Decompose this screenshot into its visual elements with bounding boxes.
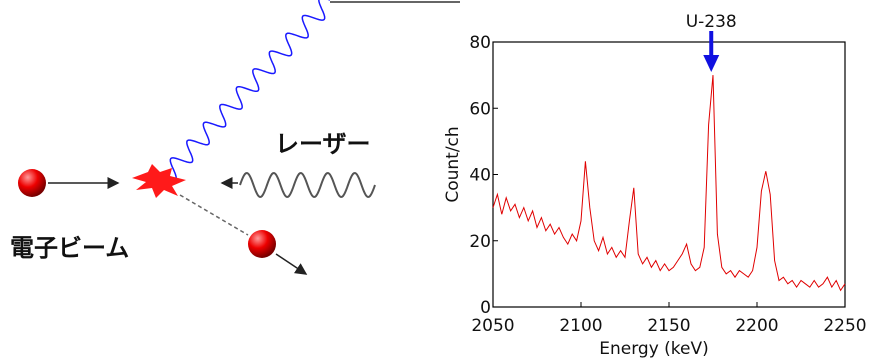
y-tick-label: 60 [469, 99, 491, 119]
beam-label: 電子ビーム [10, 234, 129, 262]
spectrum-line [492, 75, 846, 292]
x-tick-label: 2100 [559, 316, 602, 336]
y-tick-label: 0 [480, 298, 491, 318]
y-axis-label: Count/ch [443, 126, 463, 202]
electron [18, 169, 46, 197]
electron [248, 230, 276, 258]
plot-frame [492, 41, 846, 308]
annotation-arrowhead [703, 55, 720, 72]
annotation: U-238 [686, 12, 737, 32]
arrow [275, 253, 308, 275]
laser-label: レーザー [275, 130, 371, 158]
scattered-photon [164, 0, 330, 182]
x-tick-label: 2150 [647, 316, 690, 336]
chart: 0 20 40 60 80 2050 2100 2150 2200 2250 Energy (keV… [443, 12, 867, 359]
x-tick-label: 2050 [471, 316, 514, 336]
y-tick-label: 40 [469, 166, 491, 186]
laser-wave [239, 171, 376, 199]
x-tick-label: 2200 [735, 316, 778, 336]
diagram: レーザー 電子ビーム [10, 0, 460, 275]
path-dashed [179, 194, 249, 236]
y-tick-label: 20 [469, 232, 491, 252]
y-tick-label: 80 [469, 33, 491, 53]
collision [132, 164, 186, 198]
x-axis-label: Energy (keV) [599, 339, 709, 359]
x-tick-label: 2250 [823, 316, 866, 336]
